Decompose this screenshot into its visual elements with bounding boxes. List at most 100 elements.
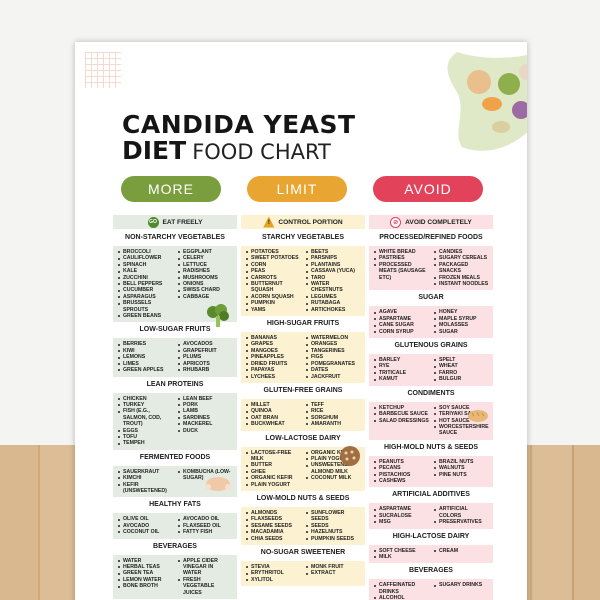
limit-sections: STARCHY VEGETABLES POTATOES SWEET POTATOES… bbox=[241, 233, 365, 587]
item-column-left: MILLET QUINOA OAT BRAN BUCKWHEAT bbox=[245, 402, 301, 428]
food-item: RADISHES bbox=[177, 268, 233, 274]
section-item-list: WATER HERBAL TEAS GREEN TEA LEMON WATER BONE… bbox=[113, 554, 237, 600]
food-item: KOMBUCHA (LOW-SUGAR) bbox=[177, 469, 233, 482]
grains-bowl-icon bbox=[340, 446, 360, 466]
more-sections: NON-STARCHY VEGETABLES BROCCOLI CAULIFLOWE… bbox=[113, 233, 237, 600]
food-item: FRESH VEGETABLE JUICES bbox=[177, 577, 233, 596]
food-item: QUINOA bbox=[245, 408, 301, 414]
section-item-list: ALMONDS FLAXSEEDS SESAME SEEDS MACADAMIA CHI… bbox=[241, 506, 365, 545]
item-column-left: ALMONDS FLAXSEEDS SESAME SEEDS MACADAMIA CHI… bbox=[245, 510, 301, 542]
item-column-left: PEANUTS PECANS PISTACHIOS CASHEWS bbox=[373, 459, 429, 485]
food-item: WALNUTS bbox=[433, 465, 489, 471]
food-item: BRUSSELS SPROUTS bbox=[117, 300, 173, 313]
food-item: BUTTERNUT SQUASH bbox=[245, 281, 301, 294]
section-title: BEVERAGES bbox=[409, 567, 453, 575]
food-item: SOY SAUCE bbox=[433, 405, 489, 411]
item-column-right: SUNFLOWER SEEDS SEEDS HAZELNUTS PUMPKIN SEE… bbox=[305, 510, 361, 542]
food-item: APPLE CIDER VINEGAR IN WATER bbox=[177, 558, 233, 577]
section-title: GLUTEN-FREE GRAINS bbox=[263, 386, 343, 394]
food-item: LYCHEES bbox=[245, 374, 301, 380]
food-item: ARTICHOKES bbox=[305, 307, 361, 313]
food-item: MILK bbox=[373, 554, 429, 560]
food-item: DATES bbox=[305, 367, 361, 373]
section-title: SUGAR bbox=[418, 294, 444, 302]
food-item: PRESERVATIVES bbox=[433, 519, 489, 525]
more-column: GO EAT FREELY NON-STARCHY VEGETABLES BROC… bbox=[113, 215, 237, 600]
broccoli-icon bbox=[207, 304, 229, 327]
chicken-icon bbox=[205, 477, 231, 491]
food-item: FLAXSEEDS bbox=[245, 516, 301, 522]
item-column-left: LACTOSE-FREE MILK BUTTER GHEE ORGANIC KEFIR… bbox=[245, 450, 301, 488]
item-column-left: SAUERKRAUT KIMCHI KEFIR (UNSWEETENED) bbox=[117, 469, 173, 495]
go-icon: GO bbox=[147, 216, 159, 228]
food-item: FISH (E.G., SALMON, COD, TROUT) bbox=[117, 408, 173, 427]
food-item: BONE BROTH bbox=[117, 583, 173, 589]
section-title: HIGH-MOLD NUTS & SEEDS bbox=[383, 443, 479, 451]
food-item: ORANGES bbox=[305, 341, 361, 347]
food-item: PLANTAINS bbox=[305, 262, 361, 268]
food-item: ASPARAGUS bbox=[117, 294, 173, 300]
item-column-right: ORGANIC KEFIR PLAIN YOGURT UNSWEETENED ALM… bbox=[305, 450, 361, 488]
food-item: AVOCADO OIL bbox=[177, 516, 233, 522]
food-item: CAULIFLOWER bbox=[117, 255, 173, 261]
food-item: KAMUT bbox=[373, 376, 429, 382]
food-item: MOLASSES bbox=[433, 322, 489, 328]
food-item: LEMON WATER bbox=[117, 577, 173, 583]
food-item: SPINACH bbox=[117, 262, 173, 268]
item-column-right: AVOCADO OIL FLAXSEED OIL FATTY FISH bbox=[177, 516, 233, 535]
food-item: SAUERKRAUT bbox=[117, 469, 173, 475]
food-item: AVOCADO bbox=[117, 523, 173, 529]
section-title: PROCESSED/REFINED FOODS bbox=[379, 234, 483, 241]
food-item: PEAS bbox=[245, 268, 301, 274]
food-item: KIWI bbox=[117, 348, 173, 354]
section-title: HEALTHY FATS bbox=[149, 501, 201, 509]
food-item: CORN bbox=[245, 262, 301, 268]
food-item: PINEAPPLES bbox=[245, 354, 301, 360]
food-item: PORK bbox=[177, 402, 233, 408]
section-item-list: OLIVE OIL AVOCADO COCONUT OIL AVOCADO OIL FL… bbox=[113, 513, 237, 539]
food-item: PROCESSED MEATS (SAUSAGE ETC) bbox=[373, 262, 429, 281]
food-item: GHEE bbox=[245, 469, 301, 475]
food-item: KALE bbox=[117, 268, 173, 274]
item-column-right: HONEY MAPLE SYRUP MOLASSES SUGAR bbox=[433, 309, 489, 335]
item-column-right: BEETS PARSNIPS PLANTAINS CASSAVA (YUCA) TARO… bbox=[305, 249, 361, 313]
food-item: SUGARY CEREALS bbox=[433, 255, 489, 261]
item-column-left: CAFFEINATED DRINKS ALCOHOL bbox=[373, 582, 429, 600]
section-item-list: PEANUTS PECANS PISTACHIOS CASHEWS BRAZIL NUT… bbox=[369, 455, 493, 488]
limit-header-label: CONTROL PORTION bbox=[278, 218, 343, 226]
food-item: ZUCCHINI bbox=[117, 275, 173, 281]
more-header-label: EAT FREELY bbox=[162, 218, 203, 226]
food-item: HOT SAUCE bbox=[433, 418, 489, 424]
food-item: TEMPEH bbox=[117, 440, 173, 446]
item-column-right: SPELT WHEAT FARRO BULGUR bbox=[433, 357, 489, 383]
section-title: NO-SUGAR SWEETENER bbox=[260, 549, 346, 556]
food-item: RICE bbox=[305, 408, 361, 414]
food-item: SUGARY DRINKS bbox=[433, 582, 489, 588]
food-item: AMARANTH bbox=[305, 421, 361, 427]
item-column-right: MONK FRUIT EXTRACT bbox=[305, 564, 361, 583]
food-item: XYLITOL bbox=[245, 577, 301, 583]
food-item: BEETS bbox=[305, 249, 361, 255]
food-item: CABBAGE bbox=[177, 294, 233, 300]
food-item: RUTABAGA bbox=[305, 300, 361, 306]
food-item: MAPLE SYRUP bbox=[433, 316, 489, 322]
food-item: ALMONDS bbox=[245, 510, 301, 516]
section-item-list: WHITE BREAD PASTRIES PROCESSED MEATS (SAUS… bbox=[369, 246, 493, 291]
item-column-left: ASPARTAME SUCRALOSE MSG bbox=[373, 506, 429, 525]
food-item: PAPAYAS bbox=[245, 367, 301, 373]
item-column-left: CHICKEN TURKEY FISH (E.G., SALMON, COD, TR… bbox=[117, 396, 173, 447]
food-item: TEFF bbox=[305, 402, 361, 408]
food-item: SWEET POTATOES bbox=[245, 255, 301, 261]
food-item: ORGANIC KEFIR bbox=[305, 450, 361, 456]
more-pill: MORE bbox=[121, 176, 221, 202]
food-item: UNSWEETENED ALMOND MILK bbox=[305, 462, 361, 475]
food-item: KIMCHI bbox=[117, 475, 173, 481]
item-column-right: CREAM bbox=[433, 548, 489, 561]
section-item-list: BROCCOLI CAULIFLOWER SPINACH KALE ZUCCHINI BE… bbox=[113, 246, 237, 323]
section-title: GLUTENOUS GRAINS bbox=[394, 342, 468, 350]
food-item: CELERY bbox=[177, 255, 233, 261]
food-item: ORGANIC KEFIR bbox=[245, 475, 301, 481]
food-item: SWISS CHARD bbox=[177, 287, 233, 293]
food-item: RYE bbox=[373, 363, 429, 369]
section-item-list: CHICKEN TURKEY FISH (E.G., SALMON, COD, TR… bbox=[113, 392, 237, 450]
